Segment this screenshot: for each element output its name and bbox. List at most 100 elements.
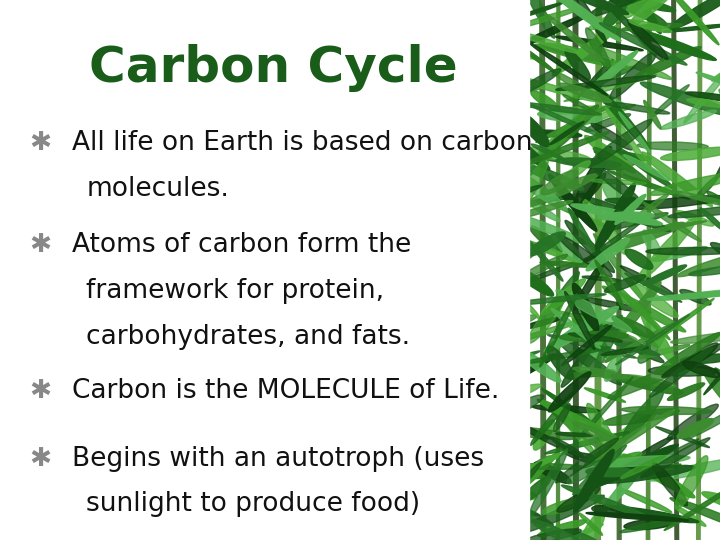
Ellipse shape	[625, 249, 653, 269]
Ellipse shape	[656, 299, 714, 340]
Ellipse shape	[547, 335, 636, 358]
Ellipse shape	[503, 165, 567, 210]
Ellipse shape	[675, 506, 706, 526]
Ellipse shape	[481, 354, 556, 394]
Ellipse shape	[569, 369, 615, 377]
Ellipse shape	[472, 86, 544, 102]
Ellipse shape	[562, 158, 629, 170]
Ellipse shape	[641, 82, 720, 117]
Ellipse shape	[603, 322, 675, 362]
Ellipse shape	[588, 0, 670, 30]
Ellipse shape	[536, 103, 614, 143]
Ellipse shape	[528, 241, 563, 281]
Ellipse shape	[603, 183, 624, 208]
Ellipse shape	[492, 465, 517, 493]
Ellipse shape	[555, 438, 618, 483]
Ellipse shape	[587, 452, 642, 478]
Ellipse shape	[476, 451, 567, 493]
Ellipse shape	[478, 400, 519, 456]
Ellipse shape	[629, 0, 685, 28]
Ellipse shape	[541, 170, 578, 195]
Ellipse shape	[514, 3, 563, 19]
Ellipse shape	[706, 191, 720, 217]
Ellipse shape	[497, 201, 573, 223]
Ellipse shape	[642, 202, 701, 241]
Ellipse shape	[544, 0, 621, 41]
Ellipse shape	[581, 322, 620, 341]
Ellipse shape	[551, 308, 600, 348]
Ellipse shape	[591, 123, 633, 150]
Ellipse shape	[662, 343, 720, 377]
Ellipse shape	[546, 309, 639, 332]
Ellipse shape	[598, 212, 654, 220]
Ellipse shape	[573, 367, 626, 379]
Ellipse shape	[675, 456, 708, 509]
Ellipse shape	[492, 122, 550, 170]
Text: Carbon Cycle: Carbon Cycle	[89, 44, 458, 91]
Ellipse shape	[585, 28, 611, 69]
Ellipse shape	[547, 346, 573, 380]
Ellipse shape	[462, 1, 525, 65]
Text: framework for protein,: framework for protein,	[86, 278, 384, 304]
Ellipse shape	[715, 134, 720, 179]
Ellipse shape	[519, 174, 598, 209]
Ellipse shape	[521, 0, 555, 38]
Ellipse shape	[616, 314, 690, 365]
Ellipse shape	[644, 100, 661, 129]
Ellipse shape	[552, 25, 619, 76]
Ellipse shape	[629, 439, 699, 477]
Ellipse shape	[586, 238, 629, 271]
Ellipse shape	[547, 406, 609, 453]
Ellipse shape	[621, 407, 711, 415]
Ellipse shape	[636, 218, 696, 282]
Ellipse shape	[541, 389, 598, 428]
Ellipse shape	[625, 273, 682, 302]
Ellipse shape	[549, 372, 591, 412]
Ellipse shape	[534, 462, 571, 483]
Ellipse shape	[540, 261, 604, 267]
Ellipse shape	[534, 420, 554, 450]
Ellipse shape	[565, 220, 614, 273]
Ellipse shape	[625, 322, 658, 348]
Ellipse shape	[652, 463, 688, 506]
Ellipse shape	[528, 232, 565, 256]
Ellipse shape	[649, 172, 720, 195]
Text: Atoms of carbon form the: Atoms of carbon form the	[72, 232, 411, 258]
Ellipse shape	[562, 485, 651, 519]
Ellipse shape	[680, 343, 718, 370]
Ellipse shape	[528, 449, 567, 518]
Ellipse shape	[712, 42, 720, 81]
Ellipse shape	[671, 330, 720, 343]
Ellipse shape	[603, 409, 679, 425]
Ellipse shape	[568, 333, 623, 342]
Ellipse shape	[599, 222, 685, 253]
Ellipse shape	[511, 102, 601, 115]
Ellipse shape	[654, 333, 720, 374]
Ellipse shape	[564, 451, 667, 478]
Ellipse shape	[606, 198, 657, 206]
Ellipse shape	[575, 260, 605, 310]
Ellipse shape	[564, 292, 595, 350]
Ellipse shape	[567, 461, 603, 484]
Ellipse shape	[680, 354, 720, 363]
Ellipse shape	[641, 2, 661, 33]
Ellipse shape	[621, 23, 683, 31]
Ellipse shape	[629, 20, 672, 32]
Ellipse shape	[532, 405, 600, 413]
Ellipse shape	[660, 110, 716, 129]
Ellipse shape	[684, 58, 720, 123]
Ellipse shape	[567, 293, 606, 333]
Ellipse shape	[668, 204, 720, 218]
Ellipse shape	[530, 111, 587, 166]
Ellipse shape	[564, 530, 601, 540]
Ellipse shape	[550, 122, 584, 145]
Ellipse shape	[508, 255, 600, 288]
Ellipse shape	[715, 368, 720, 393]
Ellipse shape	[602, 505, 699, 523]
Ellipse shape	[523, 476, 551, 502]
Ellipse shape	[556, 433, 593, 436]
Ellipse shape	[586, 512, 688, 521]
Ellipse shape	[450, 40, 538, 59]
Ellipse shape	[596, 465, 695, 483]
Ellipse shape	[652, 85, 689, 117]
